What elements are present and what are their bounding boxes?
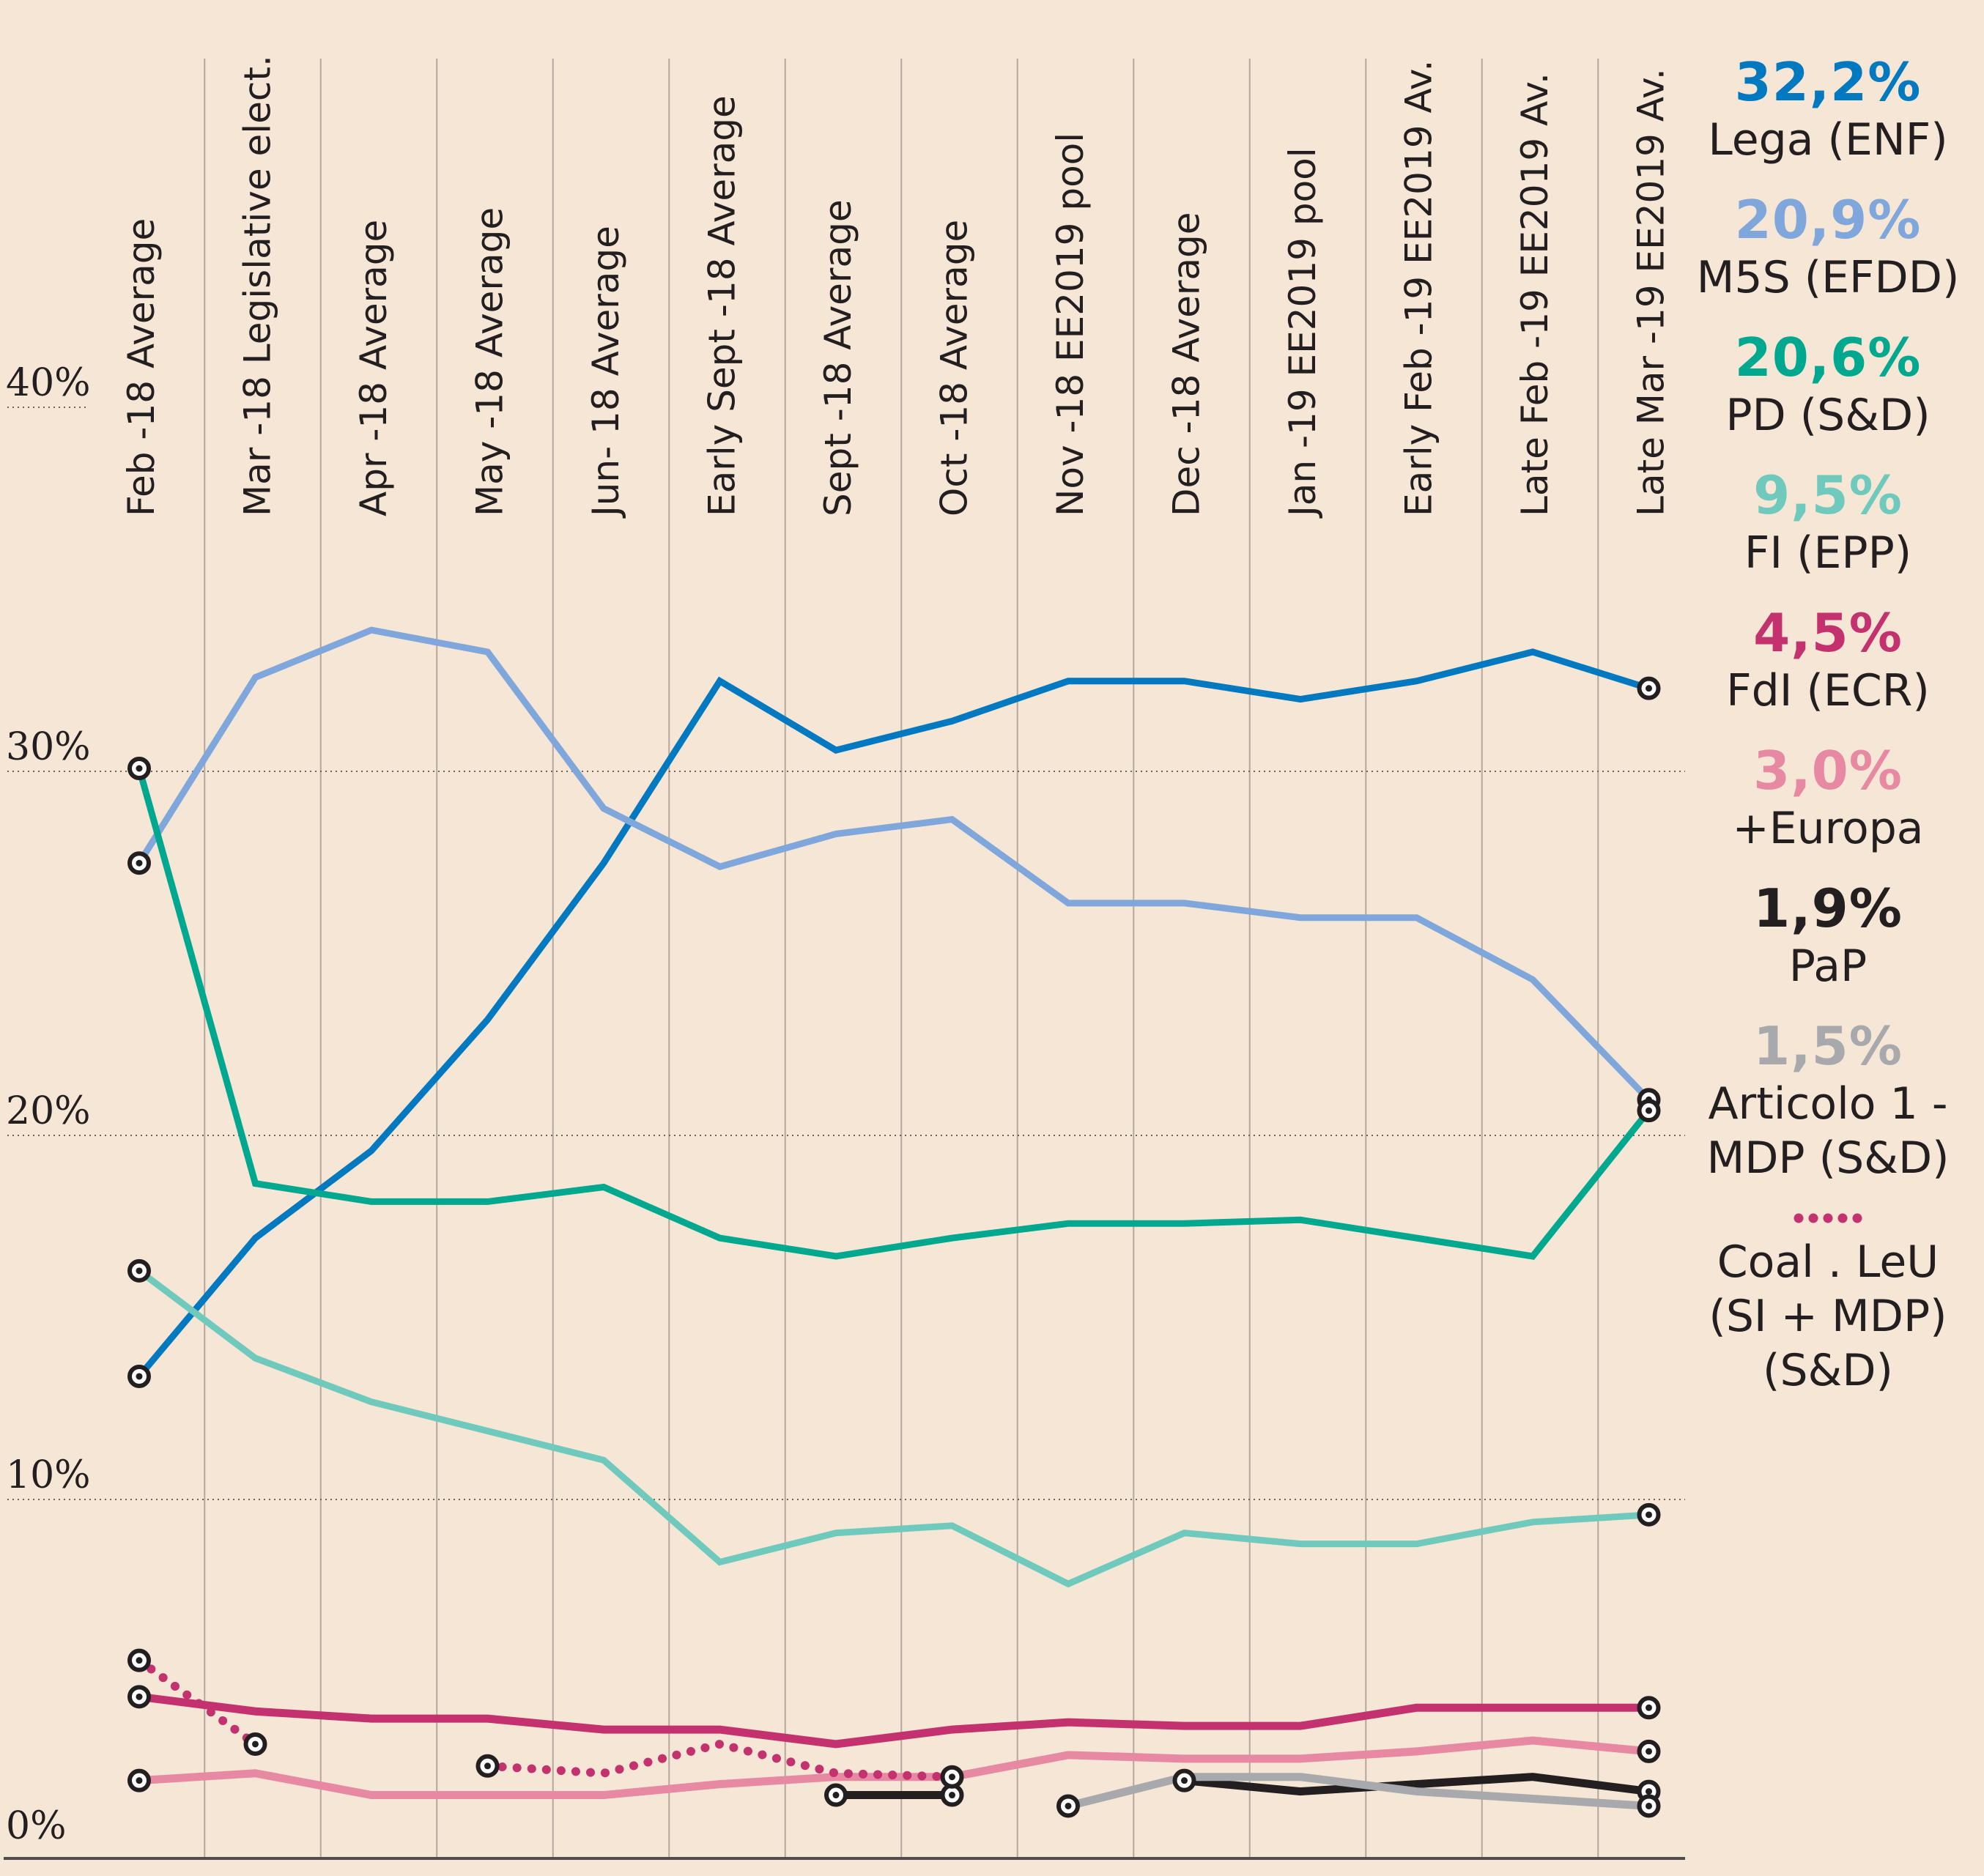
y-tick-label: 30% <box>6 725 91 769</box>
legend-name: FI (EPP) <box>1744 527 1912 579</box>
data-point-marker-dot <box>136 1693 143 1700</box>
data-point-marker-dot <box>1646 1511 1652 1519</box>
y-tick-label: 20% <box>6 1089 91 1133</box>
x-tick-label: Sept -18 Average <box>817 199 859 516</box>
data-point-marker-dot <box>949 1773 955 1781</box>
x-tick-label: Late Feb -19 EE2019 Av. <box>1514 73 1556 516</box>
legend-entry: 4,5% FdI (ECR) <box>1678 602 1978 718</box>
data-point-marker-dot <box>136 859 143 867</box>
dotted-line-swatch <box>1791 1213 1865 1223</box>
data-point-marker-dot <box>1646 1704 1652 1711</box>
x-tick-label: Late Mar -19 EE2019 Av. <box>1630 68 1673 516</box>
data-point-marker-dot <box>949 1792 955 1799</box>
endpoint-markers <box>127 676 1661 1818</box>
legend-value: 3,0% <box>1753 740 1903 801</box>
data-point-marker-dot <box>1646 1788 1652 1795</box>
series-line <box>136 626 1651 1102</box>
legend-value: 32,2% <box>1734 51 1922 113</box>
series-line <box>136 767 1652 1260</box>
legend-name: +Europa <box>1732 803 1924 854</box>
x-tick-label: Apr -18 Average <box>352 220 395 516</box>
legend-name: M5S (EFDD) <box>1696 252 1960 303</box>
y-tick-label: 40% <box>6 361 91 405</box>
legend-entry: Coal . LeU (SI + MDP) (S&D) <box>1678 1207 1978 1398</box>
data-point-marker-dot <box>1181 1777 1188 1784</box>
legend-entry: 3,0% +Europa <box>1678 740 1978 856</box>
data-point-marker-dot <box>136 1657 143 1664</box>
legend-value: 1,9% <box>1753 878 1903 939</box>
legend-name: Articolo 1 - MDP (S&D) <box>1706 1078 1950 1184</box>
legend-entry: 9,5% FI (EPP) <box>1678 464 1978 580</box>
series-line <box>1183 1773 1650 1796</box>
legend-value: 1,5% <box>1753 1015 1903 1077</box>
data-point-marker-dot <box>1065 1802 1072 1809</box>
series-line <box>1067 1773 1649 1810</box>
data-point-marker-dot <box>252 1740 259 1748</box>
legend-name: Coal . LeU (SI + MDP) (S&D) <box>1709 1237 1947 1396</box>
horizontal-gridlines: 0% 10% 20% 30% 40% <box>6 361 1685 1848</box>
series-line <box>138 1692 1649 1749</box>
x-tick-label: Nov -18 EE2019 pool <box>1049 133 1092 516</box>
x-tick-label: Early Feb -19 EE2019 Av. <box>1398 60 1440 516</box>
data-point-marker-dot <box>136 1373 143 1380</box>
x-tick-label: Dec -18 Average <box>1166 212 1208 516</box>
y-tick-label: 10% <box>6 1453 91 1497</box>
data-point-marker-dot <box>484 1762 491 1770</box>
series-line <box>136 648 1650 1379</box>
legend-name: Lega (ENF) <box>1708 114 1948 166</box>
legend-entry: 1,9% PaP <box>1678 878 1978 993</box>
data-point-marker-dot <box>136 1267 143 1275</box>
legend-name: PaP <box>1788 941 1868 992</box>
vertical-gridlines <box>204 59 1599 1858</box>
legend-entry: 32,2% Lega (ENF) <box>1678 51 1978 167</box>
data-point-marker-dot <box>136 765 143 772</box>
x-tick-label: Early Sept -18 Average <box>701 95 744 516</box>
series-lines <box>135 626 1652 1810</box>
data-point-marker-dot <box>1646 1802 1652 1809</box>
data-point-marker-dot <box>1646 1748 1652 1755</box>
legend-value: 4,5% <box>1753 602 1903 664</box>
data-point-marker-dot <box>1646 1107 1652 1114</box>
x-tick-label: Mar -18 Legislative elect. <box>237 55 279 516</box>
data-point-marker-dot <box>1646 685 1652 692</box>
series-line <box>135 1656 260 1749</box>
x-tick-label: May -18 Average <box>469 207 511 516</box>
legend-name: PD (S&D) <box>1725 390 1931 441</box>
legend-entry: 20,6% PD (S&D) <box>1678 327 1978 442</box>
x-tick-label: Feb -18 Average <box>120 218 163 516</box>
legend-entry: 20,9% M5S (EFDD) <box>1678 189 1978 305</box>
x-tick-label: Oct -18 Average <box>933 220 976 516</box>
x-tick-label: Jun- 18 Average <box>585 226 627 519</box>
data-point-marker-dot <box>832 1792 840 1799</box>
x-axis-labels: Feb -18 Average Mar -18 Legislative elect… <box>120 55 1673 519</box>
legend: 32,2% Lega (ENF) 20,9% M5S (EFDD) 20,6% PD (S… <box>1678 51 1978 1420</box>
legend-name: FdI (ECR) <box>1726 665 1930 716</box>
legend-value: 9,5% <box>1753 464 1903 526</box>
data-point-marker-dot <box>136 1777 143 1784</box>
x-tick-label: Jan -19 EE2019 pool <box>1281 147 1324 519</box>
legend-value: 20,9% <box>1734 189 1922 251</box>
y-tick-label: 0% <box>6 1804 67 1848</box>
series-line <box>137 1268 1649 1588</box>
legend-value: 20,6% <box>1734 327 1922 388</box>
series-line <box>483 1739 957 1782</box>
legend-entry: 1,5% Articolo 1 - MDP (S&D) <box>1678 1015 1978 1185</box>
